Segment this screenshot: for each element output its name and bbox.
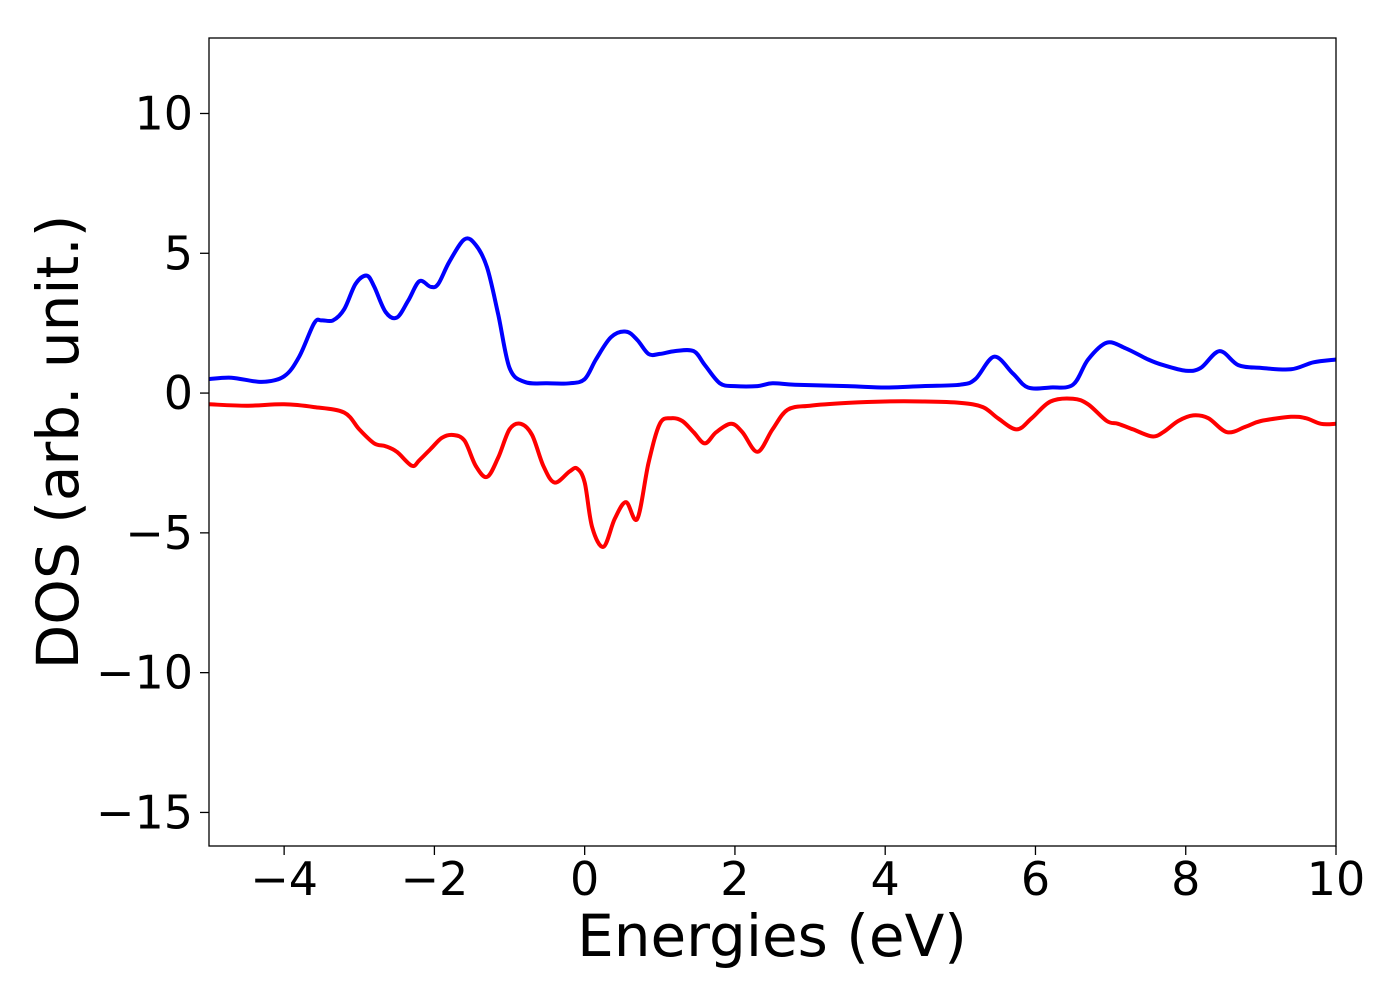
tick-layer: −4 −2 0 2 4 6 8 10 10 5 0 −5 −10 −15 (96, 86, 1365, 906)
x-tick-label: 0 (570, 852, 599, 906)
x-tick-label: −2 (400, 852, 468, 906)
plot-frame (208, 37, 1337, 847)
x-tick-label: 2 (720, 852, 749, 906)
plot-area (209, 38, 1336, 846)
y-tick-label: −10 (96, 646, 193, 700)
y-tick-label: 10 (134, 86, 193, 140)
x-tick-label: 8 (1171, 852, 1200, 906)
series-line-spin-up (208, 236, 1337, 391)
y-tick-label: 5 (164, 226, 193, 280)
x-tick-label: −4 (250, 852, 318, 906)
x-tick-label: 10 (1307, 852, 1366, 906)
y-tick-label: 0 (164, 366, 193, 420)
x-tick-label: 6 (1021, 852, 1050, 906)
x-tick-label: 4 (871, 852, 900, 906)
series-line-spin-down (208, 396, 1337, 549)
y-axis-title: DOS (arb. unit.) (24, 215, 92, 670)
y-tick-label: −5 (125, 506, 193, 560)
series-layer (208, 236, 1337, 549)
x-axis-title: Energies (eV) (577, 902, 967, 970)
y-tick-label: −15 (96, 785, 193, 839)
